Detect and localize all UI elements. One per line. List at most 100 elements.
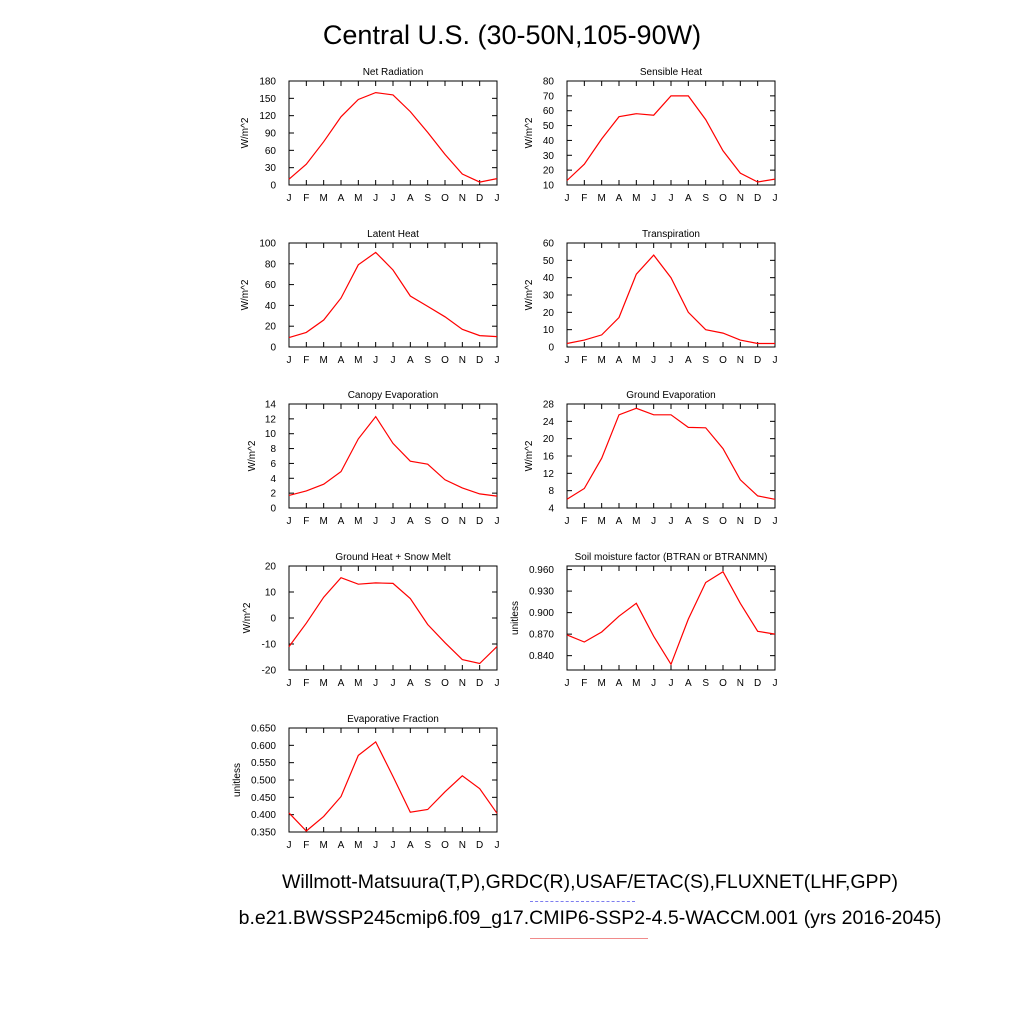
x-tick-label: O bbox=[719, 355, 727, 366]
x-tick-label: J bbox=[651, 678, 656, 689]
y-tick-label: 60 bbox=[543, 239, 555, 250]
series-line bbox=[288, 415, 498, 497]
x-tick-label: J bbox=[391, 193, 396, 204]
y-tick-label: 20 bbox=[265, 322, 277, 333]
x-tick-label: J bbox=[495, 678, 500, 689]
chart-title: Soil moisture factor (BTRAN or BTRANMN) bbox=[575, 552, 768, 563]
x-tick-label: M bbox=[597, 678, 605, 689]
x-tick-label: J bbox=[391, 355, 396, 366]
x-tick-label: O bbox=[441, 516, 449, 527]
x-tick-label: S bbox=[424, 678, 431, 689]
x-tick-label: A bbox=[338, 840, 345, 851]
y-axis-label: unitless bbox=[232, 763, 243, 797]
y-tick-label: 50 bbox=[543, 256, 555, 267]
x-tick-label: M bbox=[319, 678, 327, 689]
x-tick-label: J bbox=[495, 355, 500, 366]
x-tick-label: D bbox=[476, 355, 483, 366]
y-tick-label: 80 bbox=[543, 77, 555, 88]
series-line bbox=[288, 251, 498, 339]
x-tick-label: N bbox=[737, 516, 744, 527]
x-tick-label: J bbox=[773, 193, 778, 204]
x-tick-label: A bbox=[685, 193, 692, 204]
y-tick-label: 0.500 bbox=[251, 776, 276, 787]
x-tick-label: J bbox=[565, 678, 570, 689]
series-line bbox=[288, 740, 498, 832]
caption-solid-underline bbox=[530, 938, 648, 939]
y-tick-label: 60 bbox=[265, 280, 277, 291]
y-tick-label: 30 bbox=[543, 291, 555, 302]
x-tick-label: J bbox=[373, 678, 378, 689]
x-tick-label: F bbox=[581, 516, 587, 527]
x-tick-label: F bbox=[303, 516, 309, 527]
plot-frame bbox=[566, 403, 776, 509]
x-tick-label: J bbox=[373, 193, 378, 204]
x-tick-label: M bbox=[319, 193, 327, 204]
x-tick-label: M bbox=[632, 678, 640, 689]
y-tick-label: 180 bbox=[259, 77, 276, 88]
y-tick-label: -20 bbox=[262, 666, 277, 677]
y-axis-label: W/m^2 bbox=[524, 440, 535, 471]
x-tick-label: F bbox=[581, 193, 587, 204]
x-tick-label: O bbox=[719, 678, 727, 689]
x-tick-label: D bbox=[476, 678, 483, 689]
x-tick-label: J bbox=[669, 355, 674, 366]
x-tick-label: O bbox=[441, 840, 449, 851]
x-tick-label: S bbox=[424, 840, 431, 851]
plot-frame bbox=[566, 565, 776, 671]
x-tick-label: J bbox=[669, 193, 674, 204]
x-tick-label: A bbox=[338, 678, 345, 689]
x-tick-label: A bbox=[685, 516, 692, 527]
x-tick-label: S bbox=[702, 516, 709, 527]
plot-frame bbox=[566, 242, 776, 348]
x-tick-label: M bbox=[597, 193, 605, 204]
y-tick-label: 20 bbox=[543, 434, 555, 445]
x-tick-label: J bbox=[373, 840, 378, 851]
y-tick-label: 20 bbox=[543, 166, 555, 177]
y-tick-label: 14 bbox=[265, 400, 277, 411]
x-tick-label: J bbox=[651, 355, 656, 366]
y-tick-label: 30 bbox=[543, 151, 555, 162]
x-tick-label: J bbox=[391, 840, 396, 851]
x-tick-label: A bbox=[407, 516, 414, 527]
chart-9: J F M A M J J A S O N D J0.3500.4000.4500.5000.5500.… bbox=[232, 714, 500, 851]
x-tick-label: A bbox=[616, 355, 623, 366]
x-tick-label: A bbox=[338, 516, 345, 527]
x-tick-label: A bbox=[616, 193, 623, 204]
x-tick-label: S bbox=[424, 193, 431, 204]
y-tick-label: 40 bbox=[543, 273, 555, 284]
x-tick-label: J bbox=[773, 678, 778, 689]
x-tick-label: A bbox=[616, 678, 623, 689]
chart-title: Sensible Heat bbox=[640, 67, 702, 78]
x-tick-label: J bbox=[773, 355, 778, 366]
x-tick-label: F bbox=[581, 355, 587, 366]
y-tick-label: 70 bbox=[543, 91, 555, 102]
x-tick-label: M bbox=[354, 840, 362, 851]
y-axis-label: W/m^2 bbox=[240, 279, 251, 310]
chart-title: Net Radiation bbox=[363, 67, 424, 78]
x-tick-label: A bbox=[338, 193, 345, 204]
y-tick-label: 10 bbox=[543, 325, 555, 336]
y-tick-label: 4 bbox=[548, 504, 554, 515]
y-tick-label: 12 bbox=[543, 469, 555, 480]
x-tick-label: J bbox=[373, 516, 378, 527]
x-tick-label: J bbox=[565, 355, 570, 366]
y-tick-label: 0.900 bbox=[529, 608, 554, 619]
x-tick-label: O bbox=[441, 678, 449, 689]
x-tick-label: S bbox=[702, 193, 709, 204]
plot-frame bbox=[288, 242, 498, 348]
x-tick-label: F bbox=[581, 678, 587, 689]
series-line bbox=[288, 91, 498, 183]
y-tick-label: 150 bbox=[259, 94, 276, 105]
x-tick-label: M bbox=[319, 516, 327, 527]
y-tick-label: 0.350 bbox=[251, 828, 276, 839]
x-tick-label: N bbox=[459, 516, 466, 527]
y-axis-label: W/m^2 bbox=[524, 117, 535, 148]
y-tick-label: 90 bbox=[265, 129, 277, 140]
x-tick-label: J bbox=[287, 193, 292, 204]
x-tick-label: F bbox=[303, 193, 309, 204]
y-tick-label: 0.550 bbox=[251, 758, 276, 769]
x-tick-label: D bbox=[754, 516, 761, 527]
